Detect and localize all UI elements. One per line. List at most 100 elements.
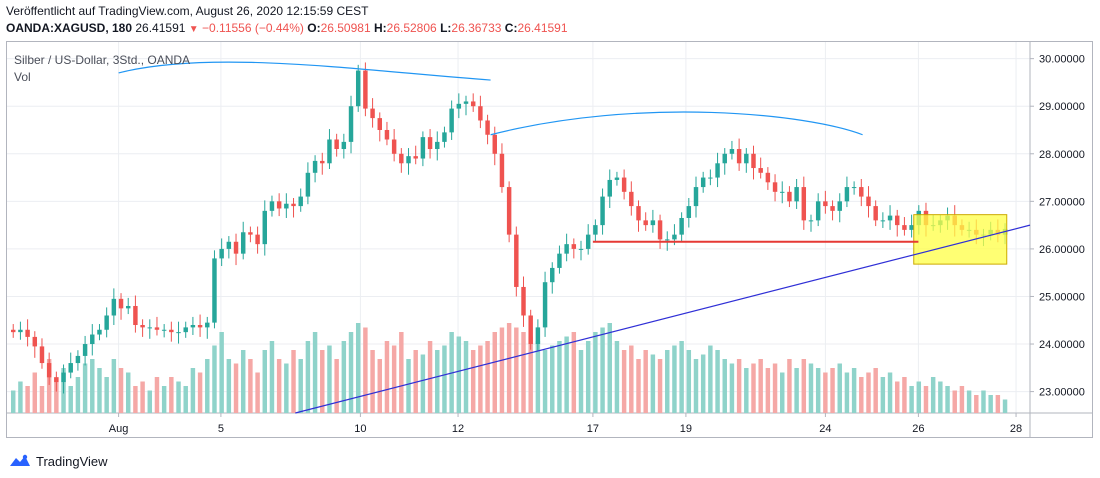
candle-body <box>133 305 138 326</box>
candle-body <box>161 329 167 331</box>
candle-body <box>708 177 713 179</box>
candle-body <box>794 187 799 202</box>
volume-bar <box>578 350 584 413</box>
candle-body <box>736 149 742 164</box>
volume-bar <box>758 359 763 413</box>
price-change: −0.11556 (−0.44%) <box>202 21 304 35</box>
volume-bar <box>571 332 577 413</box>
published-line: Veröffentlicht auf TradingView.com, Augu… <box>6 4 369 18</box>
volume-bar <box>370 350 375 413</box>
candle-body <box>39 346 45 364</box>
candle-body <box>46 363 52 378</box>
volume-bar <box>39 386 45 413</box>
candle-body <box>61 372 66 383</box>
volume-bar <box>18 381 23 413</box>
footer-brand[interactable]: TradingView <box>8 452 108 470</box>
candle-body <box>636 206 641 221</box>
candle-body <box>895 215 900 226</box>
volume-bar <box>298 359 303 413</box>
volume-bar <box>391 345 397 413</box>
volume-bar <box>68 386 73 413</box>
volume-bar <box>722 359 727 413</box>
volume-bar <box>801 359 807 413</box>
volume-bar <box>384 341 390 413</box>
candle-body <box>320 160 325 164</box>
volume-bar <box>708 345 713 413</box>
candle-body <box>255 234 260 245</box>
volume-bar <box>427 341 433 413</box>
candle-body <box>772 182 778 192</box>
open-value: 26.50981 <box>320 21 371 35</box>
candle-body <box>276 201 282 209</box>
candle-body <box>866 196 871 207</box>
volume-bar <box>815 368 821 413</box>
candle-body <box>169 329 174 333</box>
candle-body <box>729 149 735 154</box>
volume-bar <box>456 336 462 413</box>
high-value: 26.52806 <box>386 21 437 35</box>
candle-body <box>212 258 217 323</box>
volume-bar <box>636 359 641 413</box>
volume-bar <box>499 327 505 413</box>
chart-panel[interactable] <box>6 41 1093 438</box>
volume-bar <box>118 368 124 413</box>
candle-body <box>679 217 684 235</box>
volume-bar <box>291 350 296 413</box>
volume-bar <box>25 386 30 413</box>
candle-body <box>873 206 878 221</box>
volume-bar <box>320 350 325 413</box>
volume-bar <box>470 350 476 413</box>
candle-body <box>614 177 620 180</box>
candle-body <box>787 191 792 202</box>
volume-bar <box>650 354 656 413</box>
volume-bar <box>873 368 878 413</box>
volume-bar <box>521 332 526 413</box>
volume-bar <box>183 386 188 413</box>
time-tick-label: 17 <box>587 423 599 435</box>
candle-body <box>693 187 699 207</box>
candle-body <box>68 363 73 373</box>
candle-body <box>859 187 864 197</box>
volume-bar <box>844 372 850 413</box>
price-tick-label: 23.00000 <box>1039 387 1085 399</box>
candle-body <box>485 120 490 135</box>
candle-body <box>183 327 188 333</box>
candle-body <box>176 332 181 334</box>
chart-legend-title: Silber / US-Dollar, 3Std., OANDA <box>14 53 191 67</box>
candle-body <box>341 141 347 150</box>
candle-body <box>765 172 771 183</box>
candle-body <box>650 220 656 226</box>
volume-bar <box>916 381 922 413</box>
candle-body <box>118 298 124 309</box>
candle-body <box>815 201 821 221</box>
arc-top-right <box>490 111 863 136</box>
volume-bar <box>923 386 929 413</box>
price-tick-label: 26.00000 <box>1039 244 1085 256</box>
candle-body <box>262 210 268 245</box>
last-price: 26.41591 <box>135 21 186 35</box>
candle-body <box>348 106 354 142</box>
volume-bar <box>966 390 972 413</box>
volume-bar <box>485 341 490 413</box>
volume-bar <box>363 327 368 413</box>
candle-body <box>578 248 584 250</box>
candle-body <box>355 70 361 107</box>
volume-bar <box>736 359 742 413</box>
volume-legend: Vol <box>14 70 31 84</box>
volume-bar <box>463 341 469 413</box>
candle-body <box>420 137 426 159</box>
low-label: L: <box>440 21 452 35</box>
volume-bar <box>506 323 512 413</box>
volume-bar <box>693 359 699 413</box>
candle-body <box>32 336 38 347</box>
candle-body <box>830 206 835 211</box>
candle-body <box>629 191 634 207</box>
volume-bar <box>542 350 548 413</box>
volume-bar <box>686 350 692 413</box>
candle-body <box>205 322 210 328</box>
volume-bar <box>169 377 174 413</box>
candle-body <box>240 232 246 254</box>
down-arrow-icon: ▼ <box>188 24 199 35</box>
low-value: 26.36733 <box>451 21 502 35</box>
